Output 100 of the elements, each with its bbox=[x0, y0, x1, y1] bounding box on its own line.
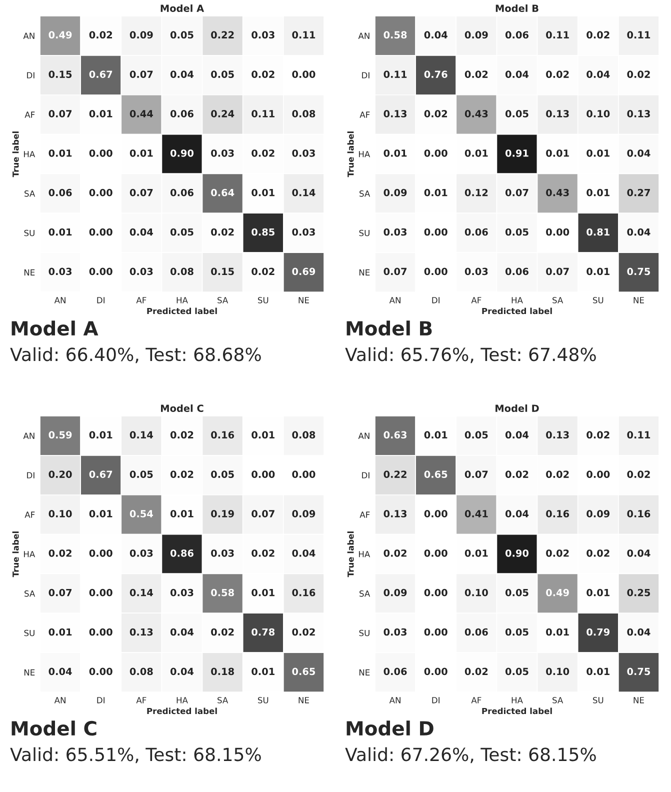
data-label: 0.86 bbox=[170, 549, 194, 557]
data-label: 0.04 bbox=[505, 510, 529, 518]
data-label: 0.01 bbox=[48, 149, 72, 157]
data-label: 0.04 bbox=[586, 70, 610, 78]
data-label: 0.19 bbox=[211, 510, 234, 518]
data-label: 0.00 bbox=[252, 470, 275, 478]
data-label: 0.04 bbox=[170, 668, 194, 676]
y-tick-label: SU bbox=[359, 230, 370, 236]
data-label: 0.05 bbox=[505, 110, 528, 118]
data-label: 0.07 bbox=[130, 188, 153, 196]
data-label: 0.24 bbox=[211, 110, 234, 118]
x-axis-title: Predicted label bbox=[147, 308, 217, 314]
data-label: 0.02 bbox=[384, 549, 406, 557]
x-axis-title: Predicted label bbox=[482, 708, 552, 714]
data-label: 0.10 bbox=[48, 510, 72, 518]
data-label: 0.13 bbox=[546, 110, 569, 118]
data-label: 0.02 bbox=[505, 470, 528, 478]
data-label: 0.27 bbox=[627, 188, 650, 196]
y-tick-label: NE bbox=[24, 669, 35, 676]
chart-title: Model D bbox=[496, 404, 539, 412]
y-tick-label: HA bbox=[358, 551, 370, 558]
data-label: 0.06 bbox=[505, 31, 528, 39]
data-label: 0.02 bbox=[252, 268, 274, 276]
data-label: 0.49 bbox=[48, 31, 72, 39]
data-label: 0.03 bbox=[252, 31, 274, 39]
data-label: 0.03 bbox=[130, 268, 153, 276]
data-label: 0.01 bbox=[89, 510, 112, 518]
data-label: 0.02 bbox=[627, 470, 650, 478]
data-label: 0.59 bbox=[48, 431, 72, 439]
x-tick-label: AN bbox=[389, 297, 400, 304]
x-tick-label: SU bbox=[593, 297, 604, 304]
data-label: 0.44 bbox=[130, 110, 153, 118]
data-label: 0.11 bbox=[627, 31, 650, 39]
data-label: 0.05 bbox=[464, 431, 488, 439]
data-label: 0.78 bbox=[252, 628, 275, 636]
data-label: 0.11 bbox=[546, 31, 569, 39]
data-label: 0.00 bbox=[89, 588, 112, 596]
data-label: 0.01 bbox=[546, 628, 569, 636]
chart-title: Model B bbox=[496, 4, 538, 12]
y-tick-label: HA bbox=[24, 151, 36, 158]
data-label: 0.09 bbox=[384, 188, 407, 196]
data-label: 0.49 bbox=[546, 588, 569, 596]
data-label: 0.01 bbox=[252, 188, 274, 196]
data-label: 0.54 bbox=[130, 510, 153, 518]
data-label: 0.02 bbox=[586, 549, 610, 557]
data-label: 0.07 bbox=[505, 188, 528, 196]
data-label: 0.02 bbox=[546, 70, 569, 78]
data-label: 0.14 bbox=[292, 188, 316, 196]
data-label: 0.00 bbox=[89, 668, 112, 676]
data-label: 0.02 bbox=[546, 470, 569, 478]
data-label: 0.07 bbox=[130, 70, 153, 78]
data-label: 0.00 bbox=[89, 188, 112, 196]
data-label: 0.11 bbox=[627, 431, 650, 439]
data-label: 0.08 bbox=[292, 431, 316, 439]
y-tick-label: AF bbox=[360, 112, 370, 118]
data-label: 0.00 bbox=[89, 149, 112, 157]
data-label: 0.03 bbox=[464, 268, 488, 276]
data-label: 0.09 bbox=[464, 31, 488, 39]
data-label: 0.03 bbox=[130, 549, 153, 557]
data-label: 0.00 bbox=[586, 470, 610, 478]
data-label: 0.00 bbox=[424, 549, 448, 557]
y-tick-label: AF bbox=[24, 112, 35, 118]
data-label: 0.04 bbox=[627, 149, 650, 157]
data-label: 0.01 bbox=[48, 228, 72, 236]
data-label: 0.13 bbox=[627, 110, 650, 118]
data-label: 0.01 bbox=[170, 510, 194, 518]
data-label: 0.01 bbox=[424, 188, 448, 196]
x-tick-label: DI bbox=[97, 297, 104, 304]
data-label: 0.05 bbox=[211, 70, 234, 78]
data-label: 0.09 bbox=[292, 510, 316, 518]
data-label: 0.04 bbox=[292, 549, 316, 557]
data-label: 0.04 bbox=[627, 228, 650, 236]
data-label: 0.91 bbox=[505, 149, 528, 157]
x-tick-label: SA bbox=[552, 297, 564, 304]
data-label: 0.04 bbox=[505, 431, 529, 439]
data-label: 0.15 bbox=[211, 268, 234, 276]
data-label: 0.05 bbox=[505, 628, 528, 636]
data-label: 0.09 bbox=[130, 31, 153, 39]
data-label: 0.02 bbox=[546, 549, 569, 557]
x-tick-label: SA bbox=[218, 297, 228, 304]
data-label: 0.58 bbox=[211, 588, 234, 596]
y-tick-label: SU bbox=[24, 630, 34, 636]
data-label: 0.90 bbox=[505, 549, 529, 557]
y-tick-label: AF bbox=[360, 512, 370, 518]
data-label: 0.65 bbox=[424, 470, 448, 478]
data-label: 0.05 bbox=[170, 228, 194, 236]
y-tick-label: AF bbox=[24, 512, 35, 518]
data-label: 0.00 bbox=[89, 628, 112, 636]
y-tick-label: AN bbox=[358, 32, 370, 39]
data-label: 0.08 bbox=[292, 110, 316, 118]
x-tick-label: AN bbox=[54, 297, 66, 304]
data-label: 0.05 bbox=[505, 588, 528, 596]
data-label: 0.02 bbox=[170, 431, 194, 439]
data-label: 0.07 bbox=[48, 110, 72, 118]
data-label: 0.07 bbox=[252, 510, 274, 518]
data-label: 0.18 bbox=[211, 668, 234, 676]
data-label: 0.16 bbox=[627, 510, 650, 518]
x-tick-label: AF bbox=[136, 297, 146, 304]
text: Valid: 67.26%, Test: 68.15% bbox=[345, 747, 596, 764]
data-label: 0.01 bbox=[89, 431, 112, 439]
